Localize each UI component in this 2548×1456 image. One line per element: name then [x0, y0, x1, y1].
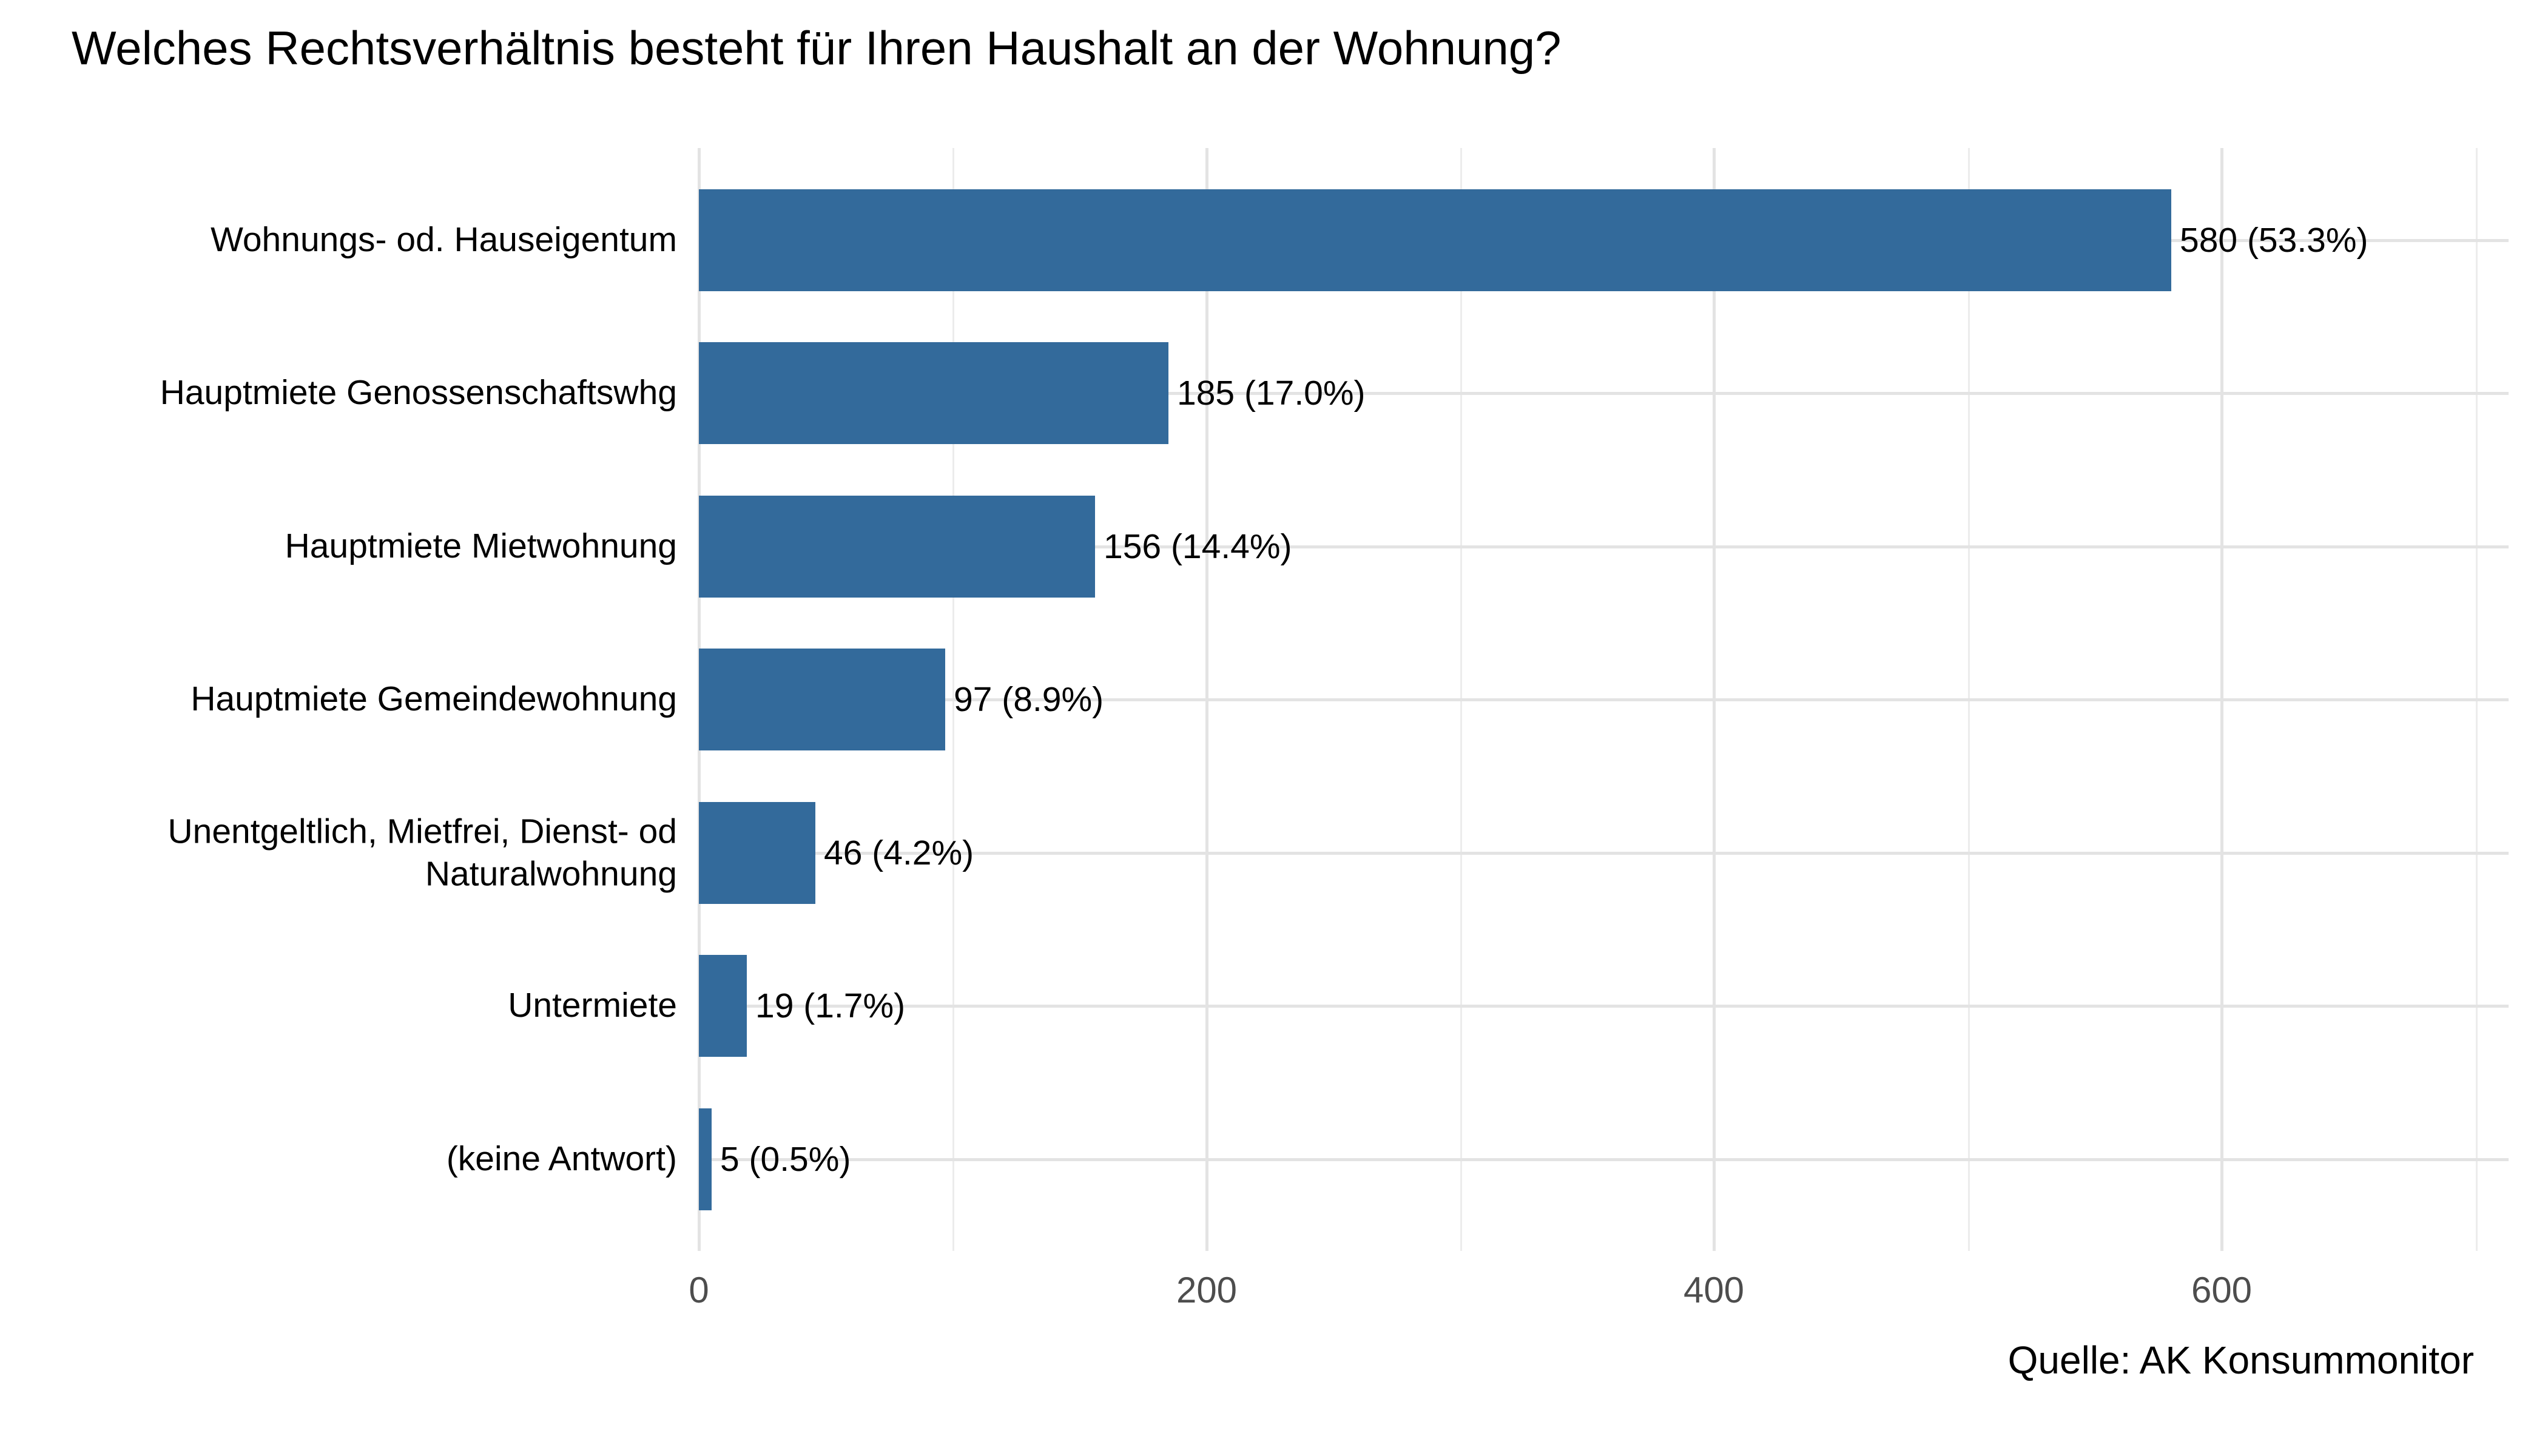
category-label: Wohnungs- od. Hauseigentum: [211, 220, 677, 260]
value-label: 156 (14.4%): [1104, 527, 1292, 566]
bar: [699, 802, 815, 904]
horizontal-gridline: [699, 545, 2509, 548]
horizontal-gridline: [699, 392, 2509, 395]
source-caption: Quelle: AK Konsummonitor: [2007, 1338, 2474, 1382]
x-axis-tick-label: 600: [2191, 1270, 2253, 1310]
value-label: 97 (8.9%): [954, 680, 1104, 719]
category-label: Unentgeltlich, Mietfrei, Dienst- od Natu…: [167, 812, 677, 893]
category-label: Hauptmiete Mietwohnung: [285, 527, 677, 566]
bar: [699, 649, 945, 750]
bar: [699, 342, 1168, 444]
bar: [699, 955, 747, 1057]
value-label: 580 (53.3%): [2180, 221, 2368, 260]
horizontal-gridline: [699, 1158, 2509, 1161]
x-axis-tick-label: 0: [689, 1270, 709, 1310]
category-label: Hauptmiete Genossenschaftswhg: [160, 373, 677, 413]
horizontal-gridline: [699, 1005, 2509, 1008]
value-label: 185 (17.0%): [1177, 374, 1366, 413]
value-label: 5 (0.5%): [720, 1140, 851, 1179]
chart-title: Welches Rechtsverhältnis besteht für Ihr…: [72, 21, 1562, 75]
horizontal-gridline: [699, 852, 2509, 855]
horizontal-gridline: [699, 698, 2509, 701]
value-label: 19 (1.7%): [755, 986, 906, 1025]
bar: [699, 189, 2171, 291]
value-label: 46 (4.2%): [824, 834, 974, 872]
bar: [699, 1108, 712, 1210]
x-axis-tick-label: 400: [1683, 1270, 1745, 1310]
category-label: (keine Antwort): [446, 1139, 677, 1179]
bar: [699, 496, 1095, 598]
category-label: Untermiete: [508, 986, 677, 1025]
plot-panel: [698, 148, 2509, 1251]
category-label: Hauptmiete Gemeindewohnung: [190, 679, 677, 719]
x-axis-tick-label: 200: [1176, 1270, 1238, 1310]
